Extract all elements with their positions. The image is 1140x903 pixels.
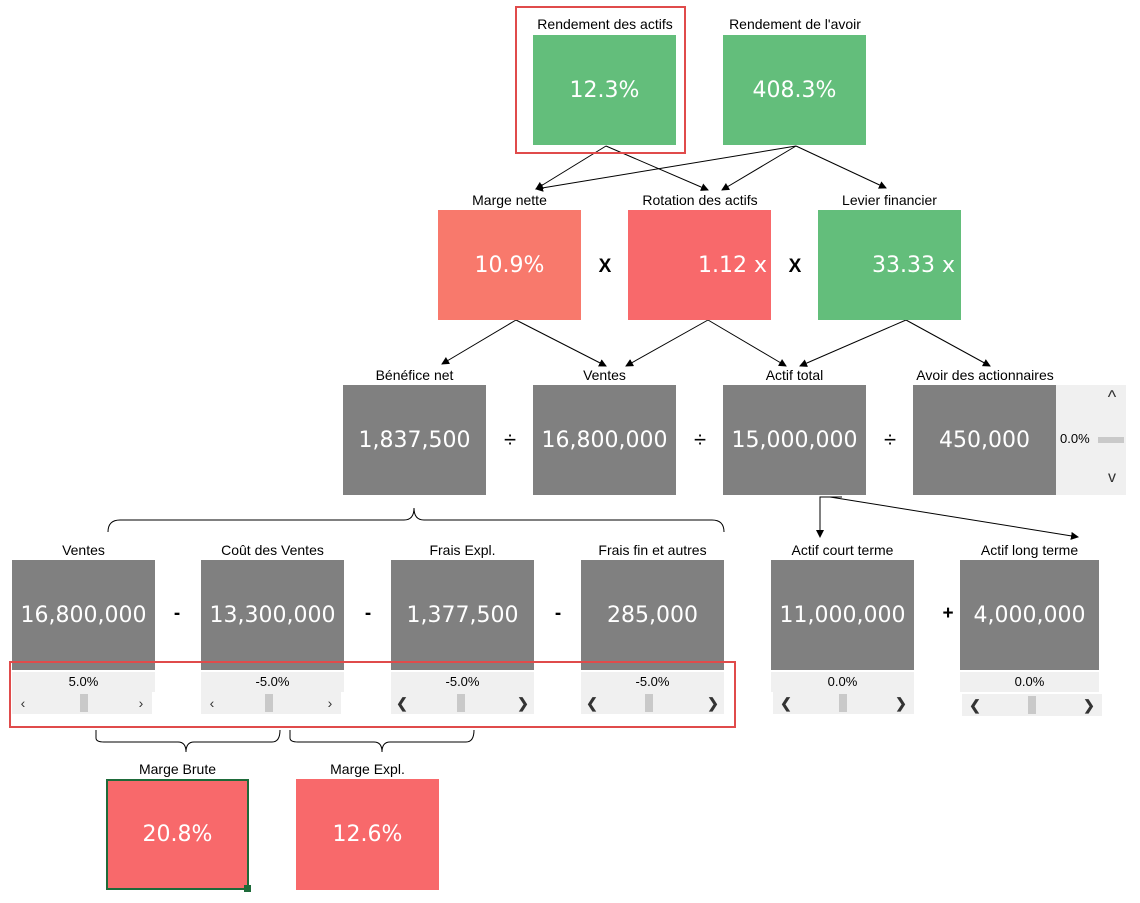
fin-adjust-scrollbar[interactable]: ❮ ❯ <box>581 692 724 714</box>
scroll-right-icon[interactable]: ❯ <box>517 695 529 711</box>
scroll-left-icon[interactable]: ‹ <box>209 695 215 711</box>
opex-value-box[interactable]: 1,377,500 <box>391 560 534 670</box>
equity-spinner[interactable]: 0.0% ^ v <box>1056 385 1126 495</box>
longterm-assets-label: Actif long terme <box>980 542 1079 558</box>
sales-value-box[interactable]: 16,800,000 <box>533 385 676 495</box>
current-assets-scrollbar[interactable]: ❮ ❯ <box>773 692 914 714</box>
current-assets-label: Actif court terme <box>791 542 894 558</box>
gross-margin-label: Marge Brute <box>138 761 217 777</box>
cogs-value-box[interactable]: 13,300,000 <box>201 560 344 670</box>
scroll-right-icon[interactable]: ❯ <box>895 695 907 711</box>
minus-operator: - <box>173 603 181 624</box>
fin-costs-label: Frais fin et autres <box>598 542 707 558</box>
scroll-left-icon[interactable]: ❮ <box>780 695 792 711</box>
scroll-thumb[interactable] <box>80 694 88 712</box>
asset-turnover-value-box[interactable]: 1.12 x <box>628 210 771 320</box>
scroll-left-icon[interactable]: ‹ <box>20 695 26 711</box>
scroll-down-icon[interactable]: v <box>1108 469 1116 486</box>
net-margin-value-box[interactable]: 10.9% <box>438 210 581 320</box>
gross-margin-value-box[interactable]: 20.8% <box>106 779 249 890</box>
roe-value-box[interactable]: 408.3% <box>723 35 866 145</box>
scroll-left-icon[interactable]: ❮ <box>586 695 598 711</box>
multiply-operator: X <box>788 256 802 277</box>
scrollbars-highlight-frame <box>9 661 736 728</box>
equity-label: Avoir des actionnaires <box>916 367 1054 383</box>
scroll-up-icon[interactable]: ^ <box>1107 387 1117 407</box>
total-assets-value-box[interactable]: 15,000,000 <box>723 385 866 495</box>
scroll-thumb[interactable] <box>839 694 847 712</box>
minus-operator: - <box>364 603 372 624</box>
net-margin-label: Marge nette <box>472 192 547 208</box>
cogs-adjust-scrollbar[interactable]: ‹ › <box>201 692 341 714</box>
opex-label: Frais Expl. <box>429 542 496 558</box>
breakdown-sales-value-box[interactable]: 16,800,000 <box>12 560 155 670</box>
net-income-value-box[interactable]: 1,837,500 <box>343 385 486 495</box>
divide-operator: ÷ <box>693 427 707 452</box>
equity-value-box[interactable]: 450,000 <box>913 385 1056 495</box>
scroll-thumb[interactable] <box>265 694 273 712</box>
equity-adjust-percent: 0.0% <box>1060 431 1090 446</box>
operating-margin-label: Marge Expl. <box>330 761 405 777</box>
scroll-thumb[interactable] <box>1098 437 1124 443</box>
longterm-assets-value-box[interactable]: 4,000,000 <box>960 560 1099 670</box>
longterm-assets-adjust-percent: 0.0% <box>960 672 1099 692</box>
opex-adjust-percent: -5.0% <box>391 672 534 692</box>
roa-highlight-frame <box>515 6 686 154</box>
scroll-thumb[interactable] <box>457 694 465 712</box>
roa-value-box[interactable]: 12.3% <box>533 35 676 145</box>
minus-operator: - <box>554 603 562 624</box>
current-assets-adjust-percent: 0.0% <box>771 672 914 692</box>
leverage-label: Levier financier <box>842 192 937 208</box>
scroll-right-icon[interactable]: › <box>138 695 144 711</box>
divide-operator: ÷ <box>503 427 517 452</box>
scroll-thumb[interactable] <box>645 694 653 712</box>
roa-label: Rendement des actifs <box>537 16 673 32</box>
scroll-thumb[interactable] <box>1028 696 1036 714</box>
breakdown-sales-label: Ventes <box>62 542 105 558</box>
scroll-right-icon[interactable]: ❯ <box>707 695 719 711</box>
multiply-operator: X <box>598 256 612 277</box>
fin-costs-value-box[interactable]: 285,000 <box>581 560 724 670</box>
sales-adjust-scrollbar[interactable]: ‹ › <box>12 692 152 714</box>
longterm-assets-scrollbar[interactable]: ❮ ❯ <box>962 694 1102 716</box>
divide-operator: ÷ <box>883 427 897 452</box>
scroll-right-icon[interactable]: › <box>327 695 333 711</box>
operating-margin-value-box[interactable]: 12.6% <box>296 779 439 890</box>
net-income-label: Bénéfice net <box>375 367 454 383</box>
asset-turnover-label: Rotation des actifs <box>642 192 758 208</box>
plus-operator: + <box>942 603 954 624</box>
sales-adjust-percent: 5.0% <box>12 672 155 692</box>
cogs-adjust-percent: -5.0% <box>201 672 344 692</box>
leverage-value-box[interactable]: 33.33 x <box>818 210 961 320</box>
scroll-right-icon[interactable]: ❯ <box>1083 697 1095 713</box>
opex-adjust-scrollbar[interactable]: ❮ ❯ <box>391 692 534 714</box>
cogs-label: Coût des Ventes <box>221 542 324 558</box>
sales-label: Ventes <box>583 367 626 383</box>
current-assets-value-box[interactable]: 11,000,000 <box>771 560 914 670</box>
scroll-left-icon[interactable]: ❮ <box>969 697 981 713</box>
total-assets-label: Actif total <box>765 367 824 383</box>
roe-label: Rendement de l'avoir <box>729 16 861 32</box>
fin-adjust-percent: -5.0% <box>581 672 724 692</box>
scroll-left-icon[interactable]: ❮ <box>396 695 408 711</box>
cell-fill-handle[interactable] <box>244 885 251 892</box>
